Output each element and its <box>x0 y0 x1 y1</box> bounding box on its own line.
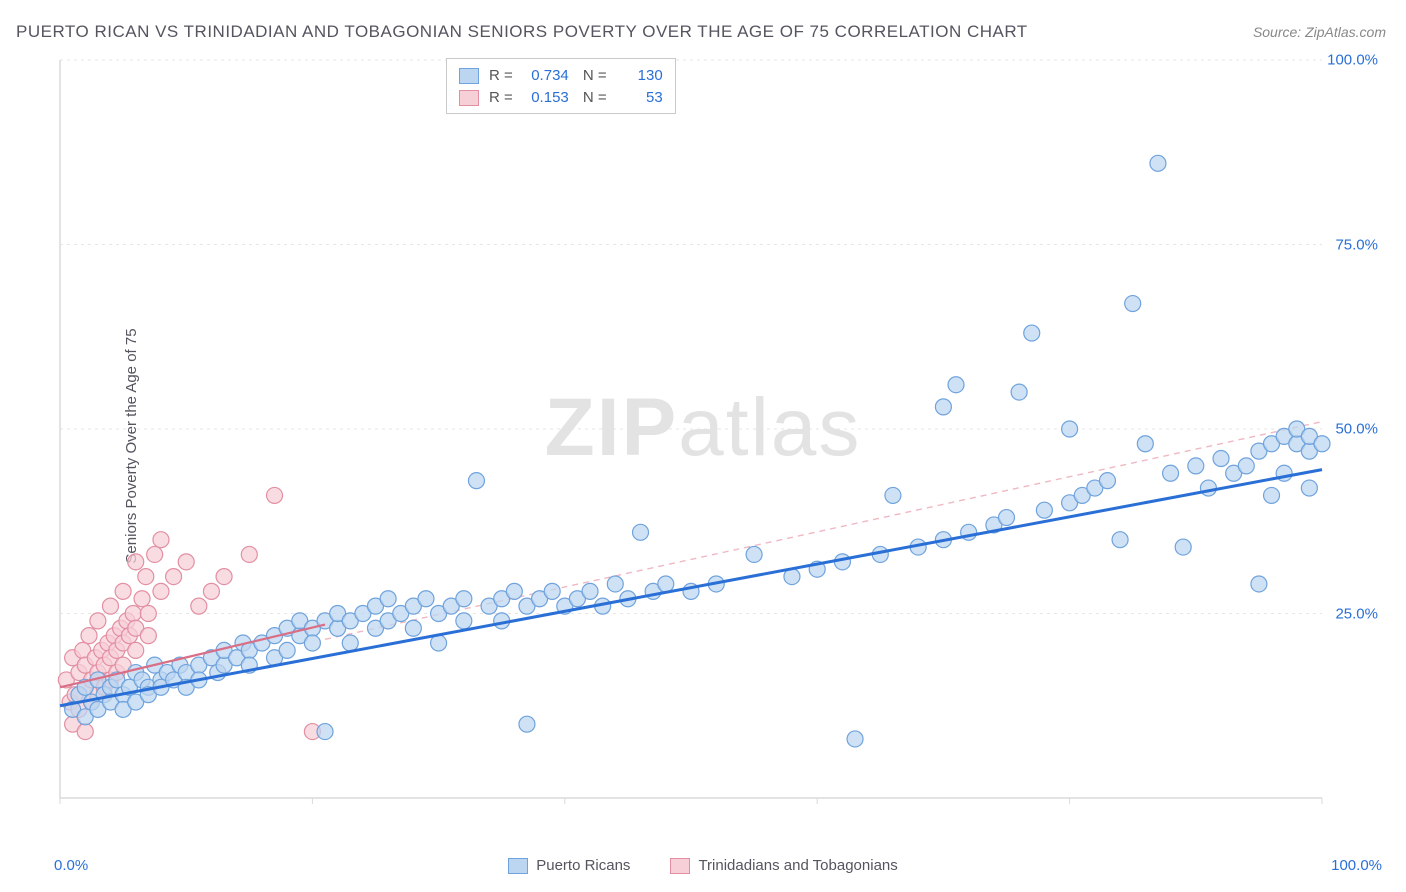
stats-legend: R = 0.734 N = 130 R = 0.153 N = 53 <box>446 58 676 114</box>
swatch-series-1 <box>459 68 479 84</box>
stats-row-1: R = 0.734 N = 130 <box>459 65 663 87</box>
n-value-1: 130 <box>617 65 663 87</box>
legend-swatch-2 <box>670 858 690 874</box>
plot-area <box>52 54 1380 824</box>
chart-title: PUERTO RICAN VS TRINIDADIAN AND TOBAGONI… <box>16 22 1028 42</box>
y-tick-label: 100.0% <box>1327 52 1378 69</box>
r-value-2: 0.153 <box>523 87 569 109</box>
legend-label-2: Trinidadians and Tobagonians <box>698 857 897 874</box>
y-tick-label: 50.0% <box>1335 421 1378 438</box>
n-label-1: N = <box>579 65 607 87</box>
r-value-1: 0.734 <box>523 65 569 87</box>
chart-container: PUERTO RICAN VS TRINIDADIAN AND TOBAGONI… <box>0 0 1406 892</box>
n-label-2: N = <box>579 87 607 109</box>
n-value-2: 53 <box>617 87 663 109</box>
source-label: Source: ZipAtlas.com <box>1253 24 1386 40</box>
scatter-svg <box>52 54 1380 824</box>
legend-swatch-1 <box>508 858 528 874</box>
bottom-legend: Puerto Ricans Trinidadians and Tobagonia… <box>0 857 1406 874</box>
y-tick-label: 75.0% <box>1335 236 1378 253</box>
legend-item-2: Trinidadians and Tobagonians <box>670 857 897 874</box>
stats-row-2: R = 0.153 N = 53 <box>459 87 663 109</box>
legend-label-1: Puerto Ricans <box>536 857 630 874</box>
r-label-1: R = <box>489 65 513 87</box>
swatch-series-2 <box>459 90 479 106</box>
y-tick-label: 25.0% <box>1335 605 1378 622</box>
legend-item-1: Puerto Ricans <box>508 857 630 874</box>
r-label-2: R = <box>489 87 513 109</box>
